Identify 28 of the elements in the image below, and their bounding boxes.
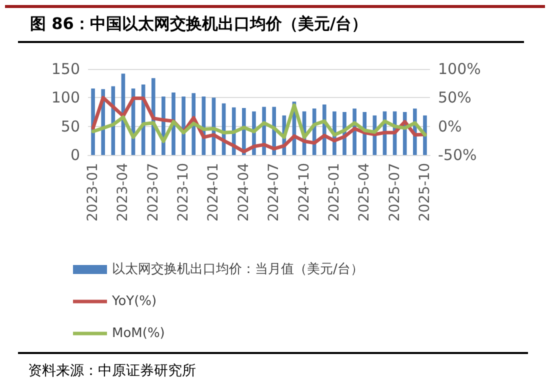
legend-label: MoM(%) (112, 326, 165, 341)
legend-label: YoY(%) (111, 294, 157, 309)
text: 资料来源：中原证券研究所 (28, 362, 196, 380)
y2-tick-label: -50% (438, 146, 477, 164)
x-tick-label: 2024-10 (296, 163, 312, 222)
line-series (91, 96, 427, 154)
x-tick-label: 2023-01 (85, 163, 102, 222)
bar (423, 115, 427, 155)
x-tick-label: 2023-10 (176, 163, 192, 222)
y-tick-label: 100 (51, 88, 80, 107)
x-tick-label: 2024-01 (206, 163, 222, 222)
x-tick-label: 2025-01 (326, 163, 342, 222)
x-tick-label: 2025-04 (356, 162, 373, 222)
legend-label: 以太网交换机出口均价：当月值（美元/台） (112, 261, 364, 277)
y-tick-label: 150 (51, 60, 80, 78)
x-tick-label: 2024-04 (236, 162, 252, 222)
x-tick-label: 2023-07 (145, 163, 162, 222)
line-series (91, 103, 427, 143)
x-tick-label: 2024-07 (266, 163, 282, 222)
y-tick-label: 50 (60, 117, 80, 136)
y2-tick-label: 50% (438, 88, 472, 107)
y2-tick-label: 100% (438, 60, 481, 78)
x-tick-label: 2025-10 (416, 163, 433, 222)
y-tick-label: 0 (70, 146, 80, 164)
x-tick-label: 2023-04 (115, 162, 132, 222)
y2-tick-label: 0% (438, 117, 462, 136)
x-tick-label: 2025-07 (386, 163, 403, 222)
chart-title: 图 86：中国以太网交换机出口均价（美元/台） (30, 14, 368, 35)
